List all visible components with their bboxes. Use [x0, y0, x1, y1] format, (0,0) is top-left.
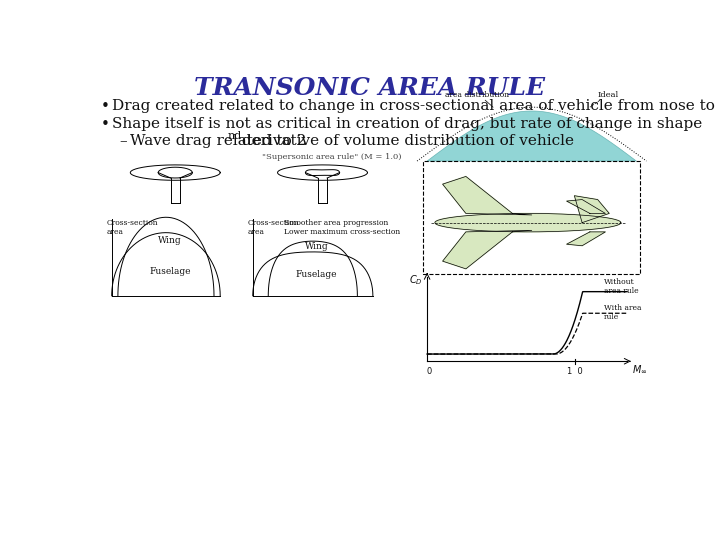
Text: $M_{\infty}$: $M_{\infty}$ — [631, 363, 647, 375]
Text: 0: 0 — [427, 367, 432, 376]
Text: Cross-section
area: Cross-section area — [248, 219, 300, 236]
Text: Without
area rule: Without area rule — [604, 278, 639, 295]
Text: area distribution: area distribution — [446, 91, 510, 99]
Polygon shape — [443, 177, 532, 215]
Text: derivative of volume distribution of vehicle: derivative of volume distribution of veh… — [238, 134, 575, 148]
Text: 1  0: 1 0 — [567, 367, 583, 376]
Polygon shape — [567, 232, 606, 246]
Text: Cross-section
area: Cross-section area — [107, 219, 158, 236]
Text: –: – — [120, 134, 127, 148]
Text: "Supersonic area rule" (M = 1.0): "Supersonic area rule" (M = 1.0) — [262, 153, 402, 161]
Polygon shape — [443, 231, 532, 269]
Text: •: • — [101, 117, 109, 132]
Polygon shape — [435, 213, 621, 232]
Text: Shape itself is not as critical in creation of drag, but rate of change in shape: Shape itself is not as critical in creat… — [112, 117, 702, 131]
Text: Wing: Wing — [305, 242, 328, 251]
Text: nd: nd — [228, 131, 242, 141]
Polygon shape — [575, 195, 609, 222]
Polygon shape — [427, 111, 636, 161]
Text: Fuselage: Fuselage — [149, 267, 191, 275]
Polygon shape — [567, 200, 606, 213]
Text: Smoother area progression
Lower maximum cross-section: Smoother area progression Lower maximum … — [284, 219, 400, 236]
Text: •: • — [101, 99, 109, 114]
Text: Ideal: Ideal — [598, 91, 619, 99]
Text: $C_D$: $C_D$ — [409, 273, 423, 287]
Text: Drag created related to change in cross-sectional area of vehicle from nose to t: Drag created related to change in cross-… — [112, 99, 720, 113]
Text: Wave drag related to 2: Wave drag related to 2 — [130, 134, 307, 148]
Text: Wing: Wing — [158, 236, 181, 245]
Text: Fuselage: Fuselage — [296, 270, 338, 279]
Text: TRANSONIC AREA RULE: TRANSONIC AREA RULE — [194, 76, 544, 100]
Text: With area
rule: With area rule — [604, 303, 642, 321]
